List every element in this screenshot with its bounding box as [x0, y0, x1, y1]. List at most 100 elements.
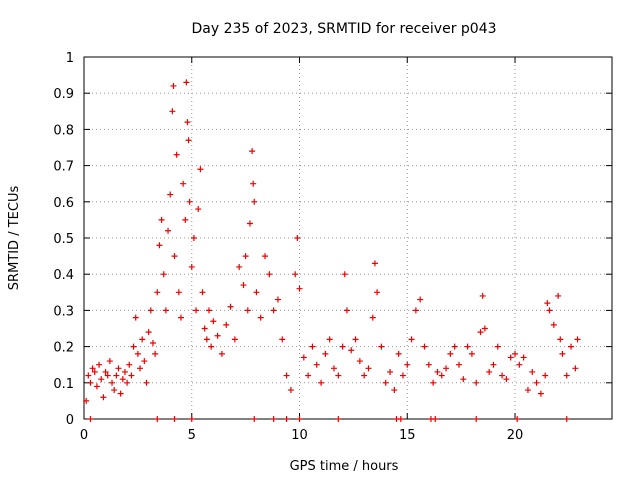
data-point — [223, 321, 230, 328]
data-point — [171, 416, 178, 422]
y-axis-label: SRMTID / TECUs — [7, 186, 22, 291]
data-point — [387, 368, 394, 375]
data-point — [242, 253, 249, 260]
data-point — [339, 343, 346, 350]
data-point — [512, 350, 519, 357]
data-point — [160, 271, 167, 278]
data-point — [152, 350, 159, 357]
data-point — [399, 372, 406, 379]
data-point — [182, 216, 189, 223]
data-point — [201, 325, 208, 332]
y-tick-label: 0.9 — [53, 87, 74, 102]
data-point — [141, 358, 148, 365]
data-point — [283, 416, 290, 422]
data-point — [154, 289, 161, 296]
data-point — [124, 379, 131, 386]
data-point — [341, 271, 348, 278]
data-point — [335, 372, 342, 379]
data-point — [236, 263, 243, 270]
data-point — [147, 307, 154, 314]
data-point — [434, 368, 441, 375]
data-point — [443, 365, 450, 372]
y-tick-label: 0.5 — [53, 232, 74, 247]
data-point — [132, 314, 139, 321]
data-point — [128, 372, 135, 379]
data-point — [218, 350, 225, 357]
data-point — [348, 347, 355, 354]
data-point — [175, 289, 182, 296]
data-point — [455, 361, 462, 368]
data-point — [503, 376, 510, 383]
data-point — [296, 416, 303, 422]
y-tick-label: 0.3 — [53, 304, 74, 319]
data-point — [300, 354, 307, 361]
data-point — [430, 379, 437, 386]
data-point — [563, 416, 570, 422]
data-point — [574, 336, 581, 343]
data-point — [460, 376, 467, 383]
data-point — [371, 260, 378, 267]
data-point — [119, 376, 126, 383]
data-point — [330, 365, 337, 372]
data-point — [117, 390, 124, 397]
y-tick-label: 0 — [66, 413, 74, 428]
data-point — [102, 368, 109, 375]
y-tick-label: 0.1 — [53, 377, 74, 392]
data-point — [115, 365, 122, 372]
data-point — [98, 376, 105, 383]
data-point — [369, 314, 376, 321]
data-point — [296, 285, 303, 292]
data-point — [352, 336, 359, 343]
data-point — [494, 343, 501, 350]
chart-title: Day 235 of 2023, SRMTID for receiver p04… — [191, 21, 496, 37]
x-tick-label: 5 — [188, 428, 196, 443]
data-point — [134, 350, 141, 357]
data-point — [397, 416, 404, 422]
data-point — [184, 119, 191, 126]
x-tick-label: 15 — [399, 428, 416, 443]
data-point — [104, 372, 111, 379]
data-point — [270, 307, 277, 314]
data-point — [412, 307, 419, 314]
y-tick-label: 0.4 — [53, 268, 74, 283]
data-point — [170, 82, 177, 89]
data-point — [162, 307, 169, 314]
x-tick-label: 0 — [80, 428, 88, 443]
data-point — [96, 361, 103, 368]
data-point — [185, 137, 192, 144]
data-point — [559, 350, 566, 357]
data-point — [91, 368, 98, 375]
data-point — [253, 289, 260, 296]
data-point — [572, 365, 579, 372]
data-point — [169, 108, 176, 115]
data-point — [279, 336, 286, 343]
data-point — [395, 350, 402, 357]
data-point — [447, 350, 454, 357]
data-point — [121, 368, 128, 375]
data-point — [473, 379, 480, 386]
data-point — [85, 372, 92, 379]
data-point — [227, 303, 234, 310]
data-point — [507, 354, 514, 361]
data-point — [249, 148, 256, 155]
data-point — [365, 365, 372, 372]
data-point — [421, 343, 428, 350]
data-point — [533, 379, 540, 386]
data-point — [520, 354, 527, 361]
data-point — [183, 79, 190, 86]
data-point — [343, 307, 350, 314]
data-point — [292, 271, 299, 278]
data-points — [83, 79, 581, 422]
data-point — [309, 343, 316, 350]
data-point — [557, 336, 564, 343]
data-point — [173, 151, 180, 158]
data-point — [149, 339, 156, 346]
data-point — [154, 416, 161, 422]
data-point — [529, 368, 536, 375]
data-point — [270, 416, 277, 422]
data-point — [481, 325, 488, 332]
data-point — [322, 350, 329, 357]
data-point — [244, 307, 251, 314]
data-point — [391, 387, 398, 394]
data-point — [188, 263, 195, 270]
